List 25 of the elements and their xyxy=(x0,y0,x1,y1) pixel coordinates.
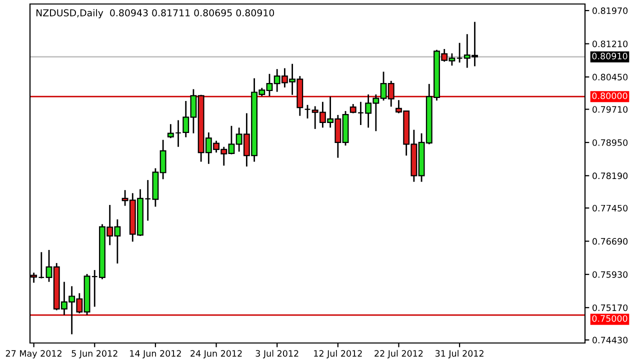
x-tick-label: 3 Jul 2012 xyxy=(256,350,298,358)
x-tick-label: 24 Jun 2012 xyxy=(190,350,242,358)
y-tick-label: 0.77450 xyxy=(592,204,628,212)
x-tick-label: 5 Jun 2012 xyxy=(72,350,118,358)
text: NZDUSD,Daily 0.80943 0.81711 0.80695 0.80910 xyxy=(36,9,274,18)
y-tick-label: 0.80450 xyxy=(592,74,628,80)
y-tick-label: 0.74430 xyxy=(592,336,628,344)
candlestick xyxy=(456,42,463,64)
y-tick-label: 0.76690 xyxy=(592,238,628,245)
y-tick-label: 0.78190 xyxy=(592,172,628,180)
x-tick-label: 22 Jul 2012 xyxy=(374,350,423,358)
x-tick-label: 12 Jul 2012 xyxy=(314,350,362,358)
y-tick-label: 0.78950 xyxy=(592,139,628,146)
y-tick-label: 0.79710 xyxy=(592,106,628,113)
ref-line-label: 0.80000 xyxy=(592,92,628,100)
y-tick-label: 0.75930 xyxy=(592,271,628,278)
x-tick-label: 27 May 2012 xyxy=(6,350,62,358)
ref-line-label: 0.80910 xyxy=(592,52,628,60)
x-tick-label: 14 Jun 2012 xyxy=(130,350,181,358)
x-tick-label: 31 Jul 2012 xyxy=(435,350,484,358)
y-tick-label: 0.75170 xyxy=(592,304,628,312)
y-tick-label: 0.81210 xyxy=(592,40,628,48)
candlestick xyxy=(304,104,311,120)
ref-line-label: 0.75000 xyxy=(592,315,628,322)
y-tick-label: 0.81970 xyxy=(592,7,628,14)
